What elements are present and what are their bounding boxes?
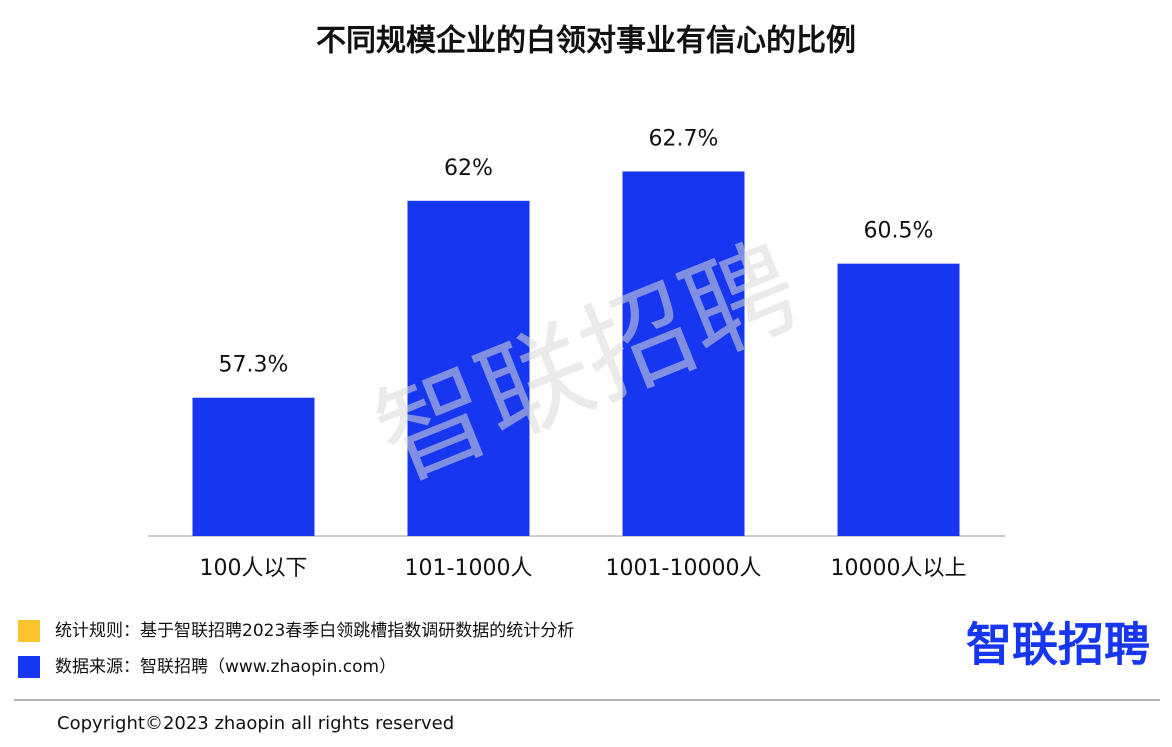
x-tick-label: 100人以下 — [200, 556, 308, 581]
value-label: 62% — [444, 156, 493, 181]
x-tick-label: 1001-10000人 — [606, 556, 762, 581]
bar — [622, 171, 745, 536]
bar — [837, 263, 960, 536]
note-swatch — [18, 620, 40, 642]
copyright: Copyright©2023 zhaopin all rights reserv… — [57, 713, 454, 734]
value-label: 57.3% — [219, 353, 289, 378]
bar — [192, 397, 315, 536]
bar — [407, 200, 530, 537]
chart-title: 不同规模企业的白领对事业有信心的比例 — [316, 24, 856, 59]
x-tick-label: 101-1000人 — [405, 556, 533, 581]
note-text: 统计规则：基于智联招聘2023春季白领跳槽指数调研数据的统计分析 — [55, 621, 574, 641]
logo: 智联招聘 — [966, 618, 1150, 672]
value-label: 60.5% — [864, 219, 934, 244]
note-text: 数据来源：智联招聘（www.zhaopin.com） — [55, 657, 396, 677]
x-tick-label: 10000人以上 — [831, 556, 967, 581]
note-swatch — [18, 656, 40, 678]
value-label: 62.7% — [649, 126, 719, 151]
